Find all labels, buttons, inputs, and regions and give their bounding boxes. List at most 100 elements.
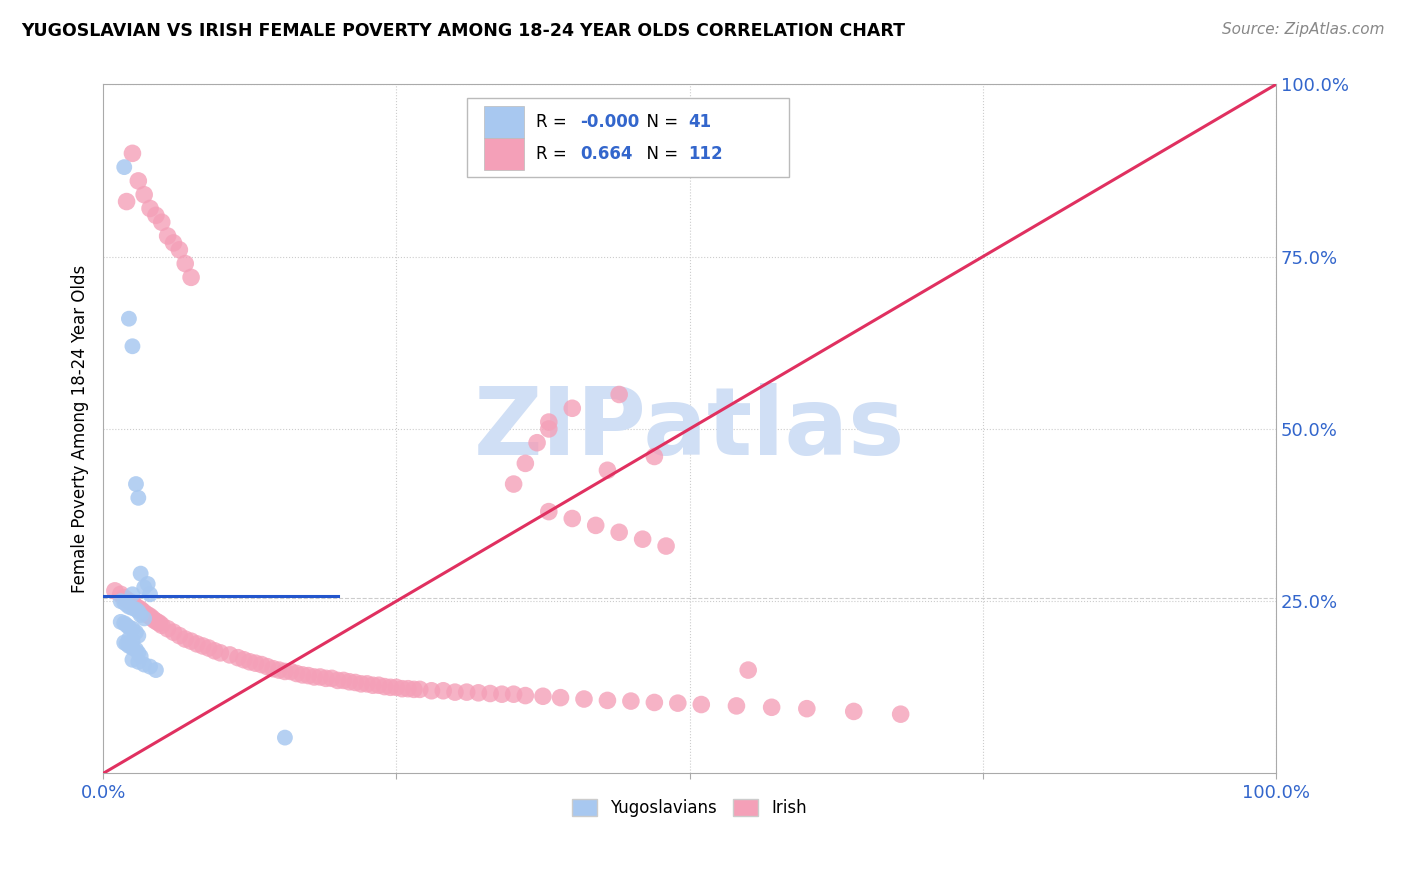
Point (326, 673, 349, 688)
Point (502, 687, 524, 701)
Point (125, 477, 148, 491)
Point (121, 146, 143, 161)
Point (174, 632, 197, 646)
Point (607, 387, 630, 401)
Point (596, 693, 619, 707)
Point (537, 505, 560, 519)
Point (456, 685, 478, 699)
Point (204, 644, 226, 658)
Point (180, 270, 202, 285)
Point (127, 174, 149, 188)
Point (129, 649, 152, 664)
Point (725, 698, 748, 713)
Point (134, 187, 156, 202)
Point (125, 642, 148, 657)
Point (112, 635, 135, 649)
Point (121, 601, 143, 615)
Point (134, 611, 156, 625)
Point (256, 659, 278, 673)
Point (620, 694, 643, 708)
Text: ZIPatlas: ZIPatlas (474, 383, 905, 475)
Point (118, 599, 141, 614)
Point (391, 681, 413, 696)
Point (737, 663, 759, 677)
Point (396, 681, 419, 696)
Point (127, 646, 149, 660)
Point (125, 602, 148, 616)
Point (537, 415, 560, 429)
Point (118, 594, 141, 608)
FancyBboxPatch shape (484, 106, 524, 137)
Point (367, 678, 389, 692)
Text: YUGOSLAVIAN VS IRISH FEMALE POVERTY AMONG 18-24 YEAR OLDS CORRELATION CHART: YUGOSLAVIAN VS IRISH FEMALE POVERTY AMON… (21, 22, 905, 40)
Point (125, 599, 148, 614)
Point (112, 160, 135, 174)
Point (444, 685, 467, 699)
Text: R =: R = (536, 113, 572, 131)
Point (631, 532, 654, 546)
Point (226, 650, 249, 665)
Point (156, 622, 179, 636)
Point (132, 605, 155, 619)
Point (550, 690, 572, 705)
Point (134, 657, 156, 672)
Point (104, 583, 127, 598)
Point (115, 592, 138, 607)
Point (122, 598, 145, 612)
Point (129, 602, 152, 616)
Point (274, 665, 297, 679)
Point (127, 605, 149, 619)
Point (385, 681, 408, 695)
Point (607, 525, 630, 540)
Point (169, 629, 191, 643)
Point (239, 655, 262, 669)
Point (666, 696, 689, 710)
Point (596, 463, 619, 477)
Point (121, 640, 143, 655)
Point (169, 243, 191, 257)
Text: 0.664: 0.664 (581, 145, 633, 162)
Legend: Yugoslavians, Irish: Yugoslavians, Irish (565, 792, 814, 823)
Y-axis label: Female Poverty Among 18-24 Year Olds: Female Poverty Among 18-24 Year Olds (72, 265, 89, 593)
Point (129, 607, 152, 622)
Point (374, 680, 396, 694)
Point (280, 665, 302, 679)
Point (526, 435, 548, 450)
Point (380, 681, 402, 695)
Point (515, 456, 537, 470)
Point (150, 215, 173, 229)
Point (321, 671, 343, 685)
Point (332, 673, 354, 688)
Point (479, 686, 502, 700)
Point (344, 675, 367, 690)
Point (139, 659, 162, 673)
Point (174, 256, 197, 270)
Text: N =: N = (636, 113, 683, 131)
Point (250, 657, 273, 672)
FancyBboxPatch shape (467, 98, 789, 178)
Point (643, 696, 665, 710)
Point (180, 634, 202, 648)
Point (420, 683, 443, 698)
Point (315, 671, 337, 685)
Point (139, 587, 162, 601)
Point (796, 701, 818, 715)
Point (150, 618, 173, 632)
Point (110, 587, 132, 601)
Point (350, 677, 373, 691)
Point (209, 646, 232, 660)
Point (690, 698, 713, 712)
Point (432, 683, 454, 698)
Point (842, 705, 865, 719)
Point (134, 607, 156, 621)
Point (145, 208, 167, 222)
Point (115, 598, 138, 612)
Point (146, 615, 169, 629)
Text: Source: ZipAtlas.com: Source: ZipAtlas.com (1222, 22, 1385, 37)
Point (402, 682, 425, 697)
Point (655, 539, 678, 553)
Point (291, 668, 314, 682)
Point (118, 620, 141, 634)
Point (274, 731, 297, 745)
Point (297, 668, 319, 682)
